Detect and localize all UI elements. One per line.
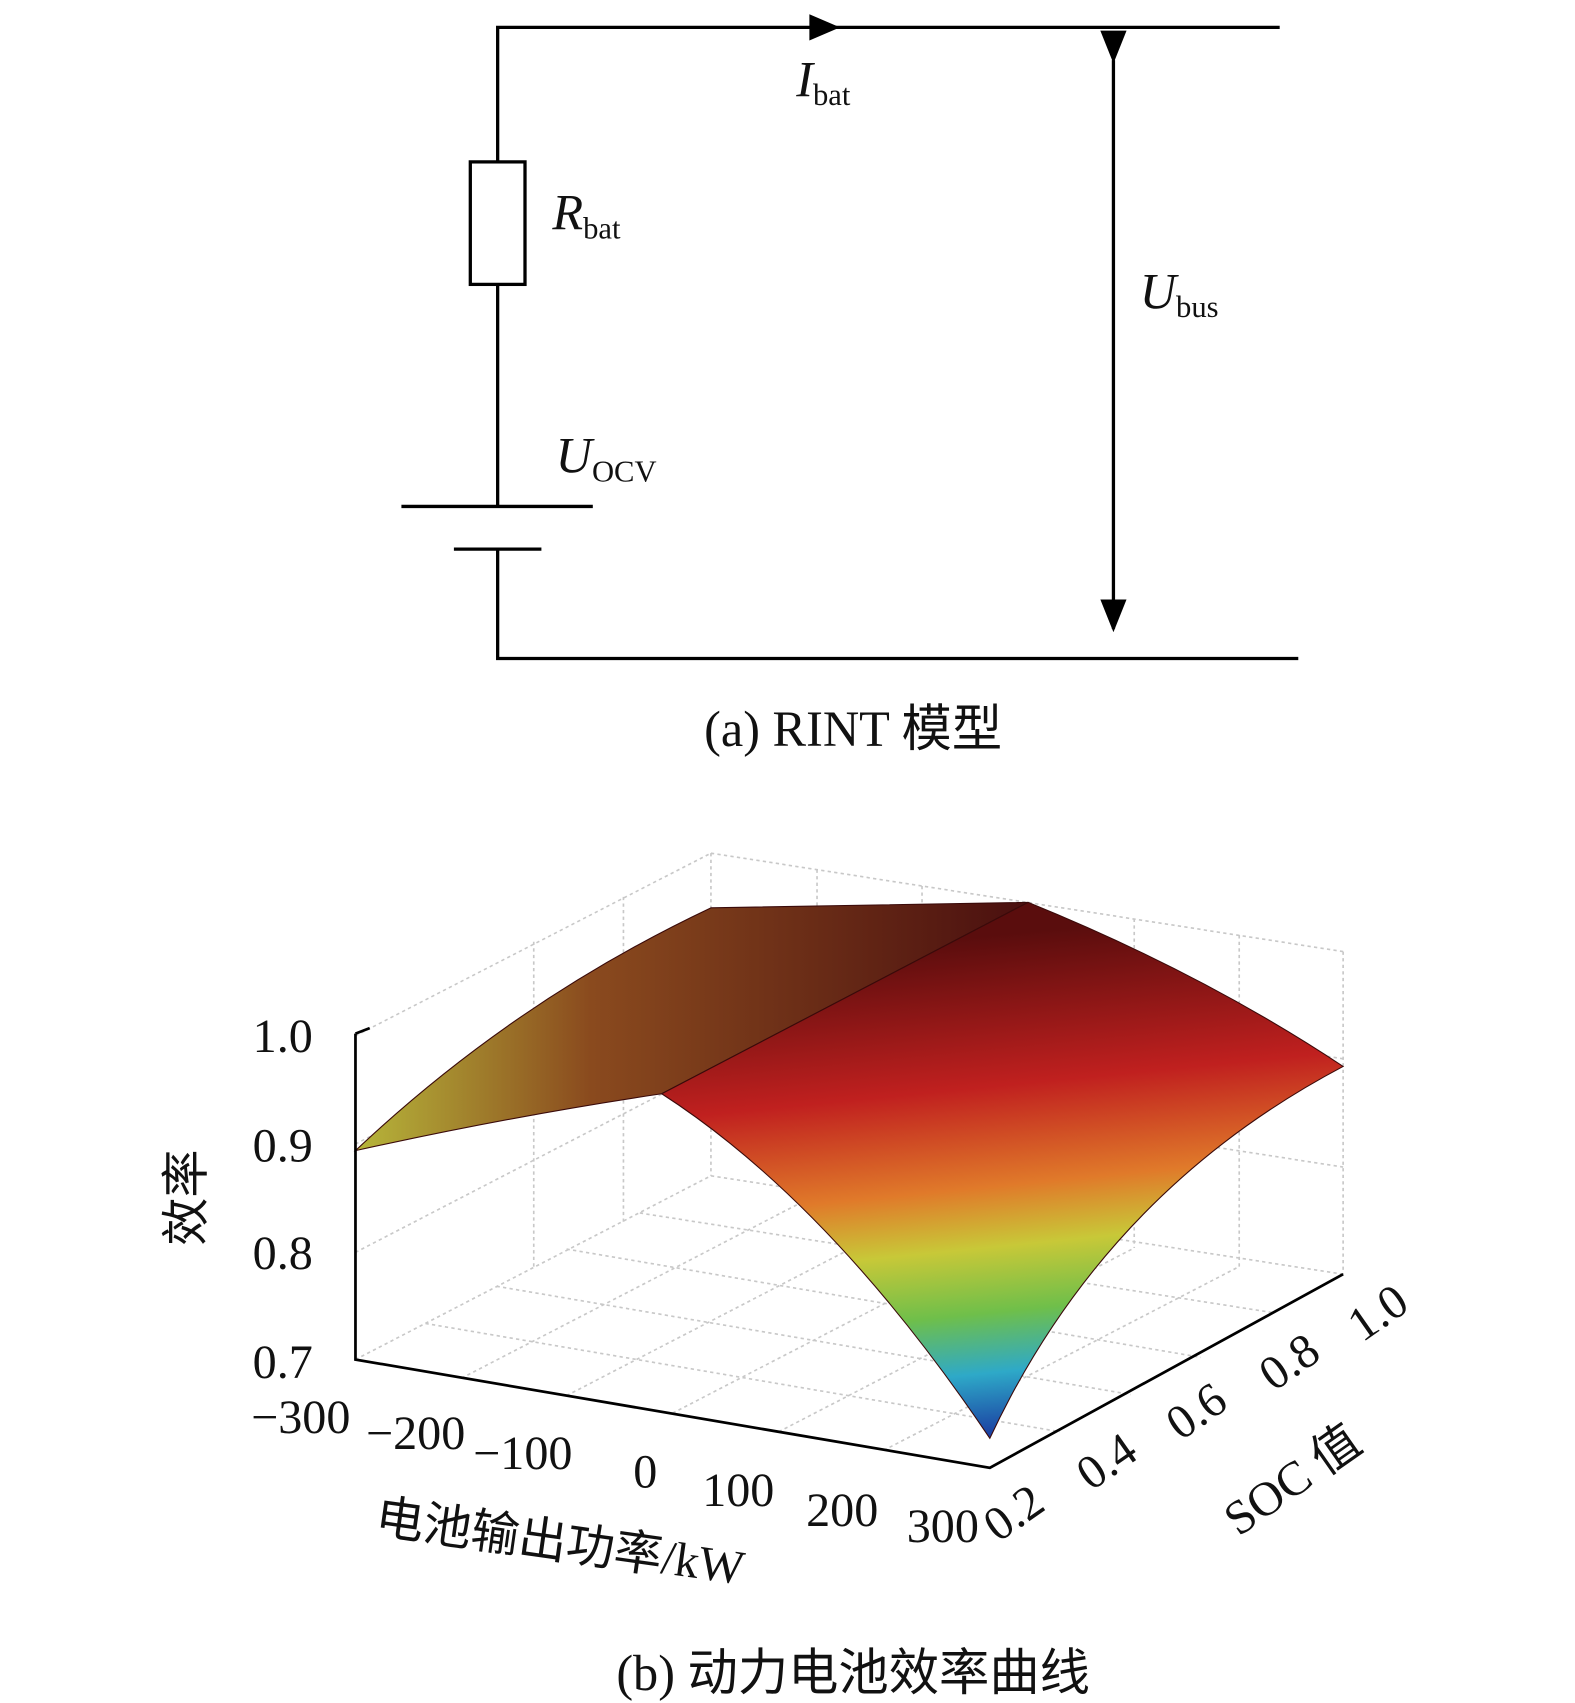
subscript: bat — [583, 211, 621, 245]
x-tick-label: −200 — [366, 1407, 465, 1460]
ocv-label: UOCV — [556, 428, 657, 489]
symbol: I — [795, 51, 815, 107]
surface — [353, 901, 1029, 1152]
x-axis-label: 电池输出功率/kW — [372, 1491, 748, 1595]
wire — [496, 549, 1299, 661]
subscript: bus — [1176, 290, 1219, 324]
bus-label: Ubus — [1140, 263, 1219, 324]
x-tick-label: 0 — [633, 1446, 657, 1499]
z-tick-label: 0.7 — [253, 1336, 313, 1389]
x-tick-label: 100 — [702, 1464, 774, 1517]
wire — [496, 25, 1280, 162]
resistor-label: Rbat — [551, 185, 621, 246]
z-tick-label: 0.9 — [253, 1120, 313, 1173]
y-tick-label: 0.6 — [1157, 1372, 1237, 1450]
caption: (b) 动力电池效率曲线 — [616, 1645, 1090, 1701]
surface-plot: 1.0 0.9 0.8 0.7 −300 −200 −100 0 100 200… — [160, 852, 1418, 1701]
y-tick-label: 1.0 — [1338, 1274, 1418, 1352]
symbol: R — [551, 185, 583, 241]
x-tick-label: −100 — [473, 1427, 572, 1480]
y-axis-label: SOC 值 — [1215, 1414, 1371, 1546]
z-axis-label: 效率 — [160, 1150, 213, 1246]
x-tick-label: 200 — [806, 1484, 878, 1537]
z-tick-label: 1.0 — [253, 1010, 313, 1063]
surface — [660, 901, 1345, 1440]
x-tick-label: −300 — [251, 1391, 350, 1444]
x-tick-label: 300 — [907, 1500, 979, 1553]
axis-tick — [354, 1026, 371, 1035]
y-tick-label: 0.8 — [1250, 1323, 1330, 1401]
axes — [354, 1033, 1344, 1470]
z-tick-label: 0.8 — [253, 1227, 313, 1280]
subscript: OCV — [592, 454, 657, 488]
symbol: U — [1140, 263, 1180, 319]
current-arrow — [809, 14, 840, 41]
y-tick-label: 0.2 — [974, 1474, 1054, 1552]
y-tick-label: 0.4 — [1067, 1423, 1147, 1501]
resistor — [468, 160, 527, 287]
battery — [401, 504, 593, 551]
subscript: bat — [813, 78, 851, 112]
current-label: Ibat — [795, 51, 851, 112]
symbol: U — [556, 428, 596, 484]
caption: (a) RINT 模型 — [704, 701, 1002, 757]
circuit: Ibat Rbat Ubus UOCV (a) RINT 模型 — [401, 14, 1299, 757]
